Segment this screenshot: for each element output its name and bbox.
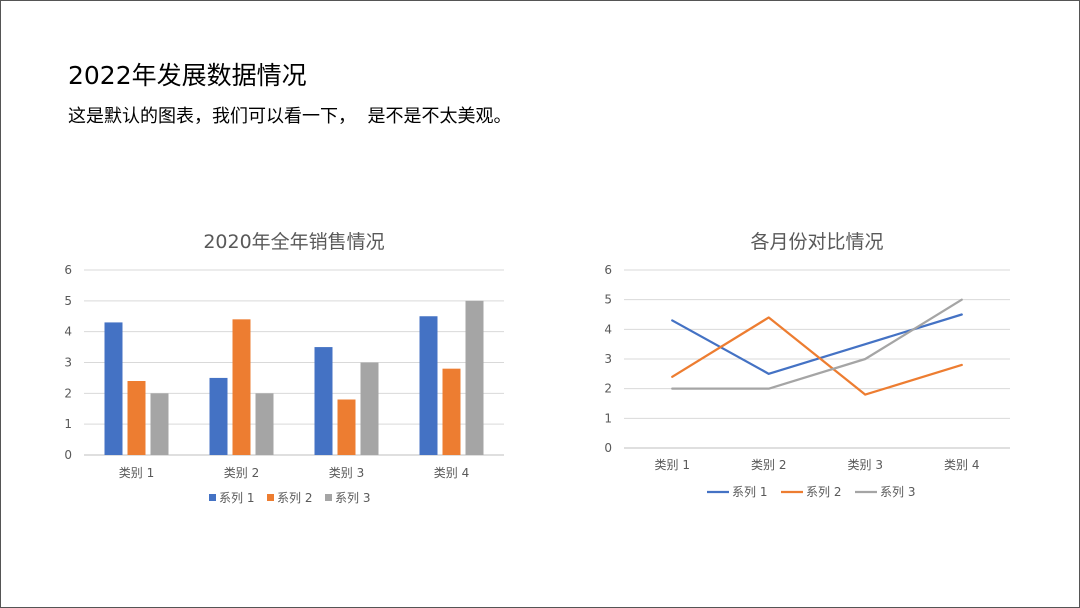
x-tick-label: 类别 3 bbox=[329, 466, 364, 480]
bar-3-2 bbox=[255, 393, 274, 455]
line-chart: 各月份对比情况 0 1 2 3 4 5 6 类别 1 类别 2 类别 3 类别 4 系列 1 系列 2 系列… bbox=[567, 221, 1047, 521]
bar-3-3 bbox=[360, 362, 379, 455]
bar-2-3 bbox=[337, 399, 356, 455]
series-line-1 bbox=[671, 313, 963, 375]
line-chart-svg: 各月份对比情况 0 1 2 3 4 5 6 类别 1 类别 2 类别 3 类别 4 系列 1 系列 2 系列… bbox=[604, 231, 1010, 499]
x-tick-label: 类别 4 bbox=[944, 458, 979, 472]
y-tick-label: 4 bbox=[604, 322, 612, 336]
y-tick-label: 6 bbox=[604, 263, 612, 277]
bar-1-3 bbox=[314, 347, 333, 455]
y-tick-label: 0 bbox=[604, 441, 612, 455]
y-tick-label: 0 bbox=[64, 448, 72, 462]
y-tick-label: 1 bbox=[64, 417, 72, 431]
bar-3-1 bbox=[150, 393, 169, 455]
y-tick-label: 4 bbox=[64, 325, 72, 339]
x-tick-label: 类别 2 bbox=[751, 458, 786, 472]
bar-2-2 bbox=[232, 319, 251, 455]
y-tick-label: 2 bbox=[64, 386, 72, 400]
x-tick-label: 类别 4 bbox=[434, 466, 469, 480]
bar-chart: 2020年全年销售情况 0 1 2 3 4 5 6 类别 1 类别 2 类别 3 类别 4 系列 1 系列… bbox=[41, 221, 521, 521]
bar-1-4 bbox=[419, 316, 438, 455]
legend-swatch bbox=[209, 494, 216, 501]
bar-1-2 bbox=[209, 377, 228, 455]
bar-chart-svg: 2020年全年销售情况 0 1 2 3 4 5 6 类别 1 类别 2 类别 3 类别 4 系列 1 系列… bbox=[64, 231, 504, 505]
bar-2-4 bbox=[442, 368, 461, 455]
y-tick-label: 5 bbox=[604, 293, 612, 307]
chart-title: 2020年全年销售情况 bbox=[203, 231, 384, 253]
y-tick-label: 5 bbox=[64, 294, 72, 308]
slide-subtitle: 这是默认的图表，我们可以看一下， 是不是不太美观。 bbox=[68, 106, 512, 127]
bar-2-1 bbox=[127, 381, 146, 455]
legend-label: 系列 2 bbox=[806, 485, 841, 499]
x-tick-label: 类别 1 bbox=[655, 458, 690, 472]
y-tick-label: 3 bbox=[604, 352, 612, 366]
series-line-3 bbox=[671, 298, 963, 390]
y-tick-label: 1 bbox=[604, 411, 612, 425]
bar-3-4 bbox=[465, 300, 484, 455]
y-tick-label: 6 bbox=[64, 263, 72, 277]
legend-label: 系列 2 bbox=[277, 491, 312, 505]
legend-label: 系列 1 bbox=[219, 491, 254, 505]
y-tick-label: 2 bbox=[604, 382, 612, 396]
x-tick-label: 类别 1 bbox=[119, 466, 154, 480]
series-line-2 bbox=[671, 316, 963, 396]
legend-swatch bbox=[325, 494, 332, 501]
bar-1-1 bbox=[104, 322, 123, 455]
x-tick-label: 类别 2 bbox=[224, 466, 259, 480]
legend-label: 系列 1 bbox=[732, 485, 767, 499]
slide-title: 2022年发展数据情况 bbox=[68, 61, 307, 90]
y-tick-label: 3 bbox=[64, 356, 72, 370]
chart-title: 各月份对比情况 bbox=[750, 231, 883, 253]
legend-label: 系列 3 bbox=[335, 491, 370, 505]
x-tick-label: 类别 3 bbox=[848, 458, 883, 472]
legend-swatch bbox=[267, 494, 274, 501]
legend-label: 系列 3 bbox=[880, 485, 915, 499]
